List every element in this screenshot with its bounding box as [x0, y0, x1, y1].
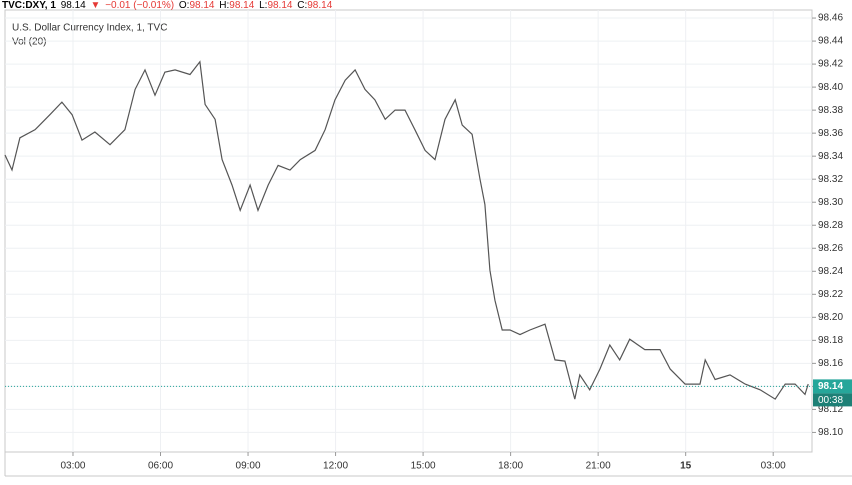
y-tick-label: 98.38 [818, 105, 843, 116]
countdown-tag [813, 393, 852, 407]
last-price: 98.14 [60, 0, 86, 11]
price-line [4, 60, 809, 400]
ohlc-value: 98.14 [189, 0, 215, 11]
x-tick-label: 15:00 [411, 461, 436, 472]
price-tag [813, 379, 852, 394]
y-tick-label: 98.46 [818, 13, 843, 24]
countdown: 00:38 [818, 395, 843, 406]
y-tick-label: 98.16 [818, 358, 843, 369]
y-tick-label: 98.20 [818, 312, 843, 323]
y-tick-label: 98.30 [818, 197, 843, 208]
plot-frame [4, 9, 813, 453]
header: TVC:DXY, 1 98.14 ▼ −0.01 (−0.01%) O:98.1… [2, 0, 334, 12]
y-tick-label: 98.36 [818, 128, 843, 139]
ohlc-label: H: [219, 0, 230, 11]
y-tick-label: 98.10 [818, 427, 843, 438]
x-tick-label: 06:00 [148, 461, 173, 472]
y-tick-label: 98.18 [818, 335, 843, 346]
ohlc-value: 98.14 [267, 0, 293, 11]
arrow: ▼ [90, 0, 101, 11]
ohlc-label: L: [259, 0, 268, 11]
y-tick-label: 98.32 [818, 174, 843, 185]
price-tag-label: 98.14 [818, 381, 843, 392]
x-tick-label: 18:00 [498, 461, 523, 472]
y-tick-label: 98.24 [818, 266, 843, 277]
y-tick-label: 98.40 [818, 82, 843, 93]
ohlc-label: O: [178, 0, 190, 11]
x-tick-label: 21:00 [586, 461, 611, 472]
y-tick-label: 98.22 [818, 289, 843, 300]
x-tick-label: 03:00 [761, 461, 786, 472]
x-tick-label: 09:00 [236, 461, 261, 472]
subtitle: Vol (20) [12, 37, 46, 48]
y-tick-label: 98.42 [818, 59, 843, 70]
symbol: TVC:DXY, 1 [2, 0, 56, 11]
x-tick-label: 15 [680, 461, 692, 472]
ohlc-label: C: [297, 0, 308, 11]
ohlc-value: 98.14 [229, 0, 255, 11]
change: −0.01 (−0.01%) [105, 0, 175, 11]
ohlc-value: 98.14 [307, 0, 333, 11]
y-tick-label: 98.34 [818, 151, 843, 162]
x-tick-label: 12:00 [323, 461, 348, 472]
y-tick-label: 98.26 [818, 243, 843, 254]
y-tick-label: 98.44 [818, 36, 843, 47]
x-tick-label: 03:00 [60, 461, 85, 472]
chart-title: U.S. Dollar Currency Index, 1, TVC [12, 23, 167, 34]
y-tick-label: 98.28 [818, 220, 843, 231]
y-tick-label: 98.12 [818, 404, 843, 415]
